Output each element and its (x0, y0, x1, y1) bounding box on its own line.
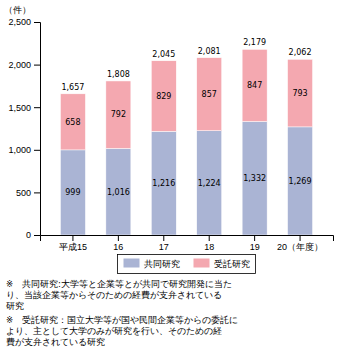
tick: 20（年度） (277, 235, 323, 252)
total-label: 2,062 (289, 48, 312, 57)
axis-line (34, 23, 41, 236)
data-label: 1,332 (243, 174, 266, 183)
data-label: 1,016 (107, 188, 130, 197)
tick-mark (34, 107, 40, 108)
series (60, 122, 312, 235)
legend-item: 共同研究 (124, 259, 180, 269)
tick-mark (163, 235, 164, 241)
legend-label: 共同研究 (144, 259, 180, 269)
legend-box (118, 255, 256, 274)
tick-mark (118, 235, 119, 241)
bar (151, 61, 176, 132)
tick: 2,500 (8, 17, 40, 27)
chart: 0 500 1,000 1,500 2,000 2,500 平成15 16 17 18 19 20（年… (0, 0, 343, 359)
tick-mark (209, 235, 210, 241)
bar (151, 131, 176, 235)
bar (60, 150, 85, 235)
tick-label: 0 (26, 230, 31, 240)
legend: 共同研究 受託研究 (118, 255, 256, 274)
bar (242, 49, 267, 121)
bar (197, 131, 222, 235)
bars (60, 49, 312, 235)
y-axis: 0 500 1,000 1,500 2,000 2,500 (8, 17, 40, 240)
bar (197, 58, 222, 131)
total-label: 1,657 (61, 83, 84, 92)
tick-mark (34, 65, 40, 66)
tick-label: 16 (113, 242, 123, 252)
tick: 1,000 (8, 145, 40, 155)
annotation: ※ 共同研究:大学等と企業等とが共同で研究開発に当た (6, 279, 232, 289)
bar (288, 59, 313, 127)
tick-label: 500 (16, 188, 31, 198)
tick: 18 (204, 235, 214, 252)
total-label: 2,045 (152, 50, 175, 59)
data-labels: 999 1,016 1,216 1,224 1,332 1,269 658 792 829 857… (61, 38, 311, 197)
tick: 1,500 (8, 103, 40, 113)
data-label: 847 (247, 81, 262, 90)
axis-line (41, 236, 334, 242)
data-label: 658 (65, 118, 80, 127)
tick: 平成15 (59, 235, 87, 252)
tick-mark (254, 235, 255, 241)
tick-label: 19 (250, 242, 260, 252)
tick: 0 (26, 230, 40, 240)
tick-label: 20（年度） (277, 242, 323, 252)
tick-mark (300, 235, 301, 241)
tick-label: 1,500 (8, 103, 31, 113)
tick-label: 17 (159, 242, 169, 252)
tick-label: 2,500 (8, 17, 31, 27)
bar (106, 81, 131, 148)
tick-label: 18 (204, 242, 214, 252)
tick-mark (72, 235, 73, 241)
data-label: 1,269 (289, 177, 312, 186)
bar (288, 127, 313, 235)
annotation: より、主として大学のみが研究を行い、そのための経 (6, 326, 222, 336)
legend-swatch (194, 259, 210, 268)
tick-mark (34, 22, 40, 23)
tick-label: 平成15 (59, 242, 87, 252)
data-label: 792 (111, 110, 126, 119)
data-label: 793 (292, 89, 307, 98)
bar (242, 122, 267, 235)
tick: 16 (113, 235, 123, 252)
bar (60, 94, 85, 150)
series (60, 49, 312, 150)
tick: 2,000 (8, 60, 40, 70)
annotation: 研究 (6, 301, 24, 311)
tick-mark (34, 235, 40, 236)
annotation: ※ 受託研究：国立大学等が国や民間企業等からの委託に (6, 315, 238, 325)
annotation: 費が支弁されている研究 (6, 337, 105, 347)
total-label: 2,179 (243, 38, 266, 47)
data-label: 857 (202, 90, 217, 99)
tick: 500 (16, 188, 40, 198)
tick-label: 2,000 (8, 60, 31, 70)
tick: 19 (250, 235, 260, 252)
tick: 17 (159, 235, 169, 252)
tick-mark (34, 150, 40, 151)
annotation: り、当該企業等からそのための経費が支弁されている (6, 290, 222, 300)
data-label: 999 (65, 188, 80, 197)
axis-title: （件） (4, 5, 31, 15)
notes: ※ 共同研究:大学等と企業等とが共同で研究開発に当たり、当該企業等からそのための… (6, 279, 238, 347)
x-axis: 平成15 16 17 18 19 20（年度） (41, 235, 334, 252)
data-label: 1,216 (152, 179, 175, 188)
total-label: 1,808 (107, 70, 130, 79)
legend-label: 受託研究 (214, 259, 250, 269)
data-label: 829 (156, 92, 171, 101)
legend-swatch (124, 259, 140, 268)
tick-mark (34, 192, 40, 193)
bar (106, 148, 131, 235)
tick-label: 1,000 (8, 145, 31, 155)
legend-item: 受託研究 (194, 259, 250, 269)
total-label: 2,081 (198, 47, 221, 56)
data-label: 1,224 (198, 179, 221, 188)
